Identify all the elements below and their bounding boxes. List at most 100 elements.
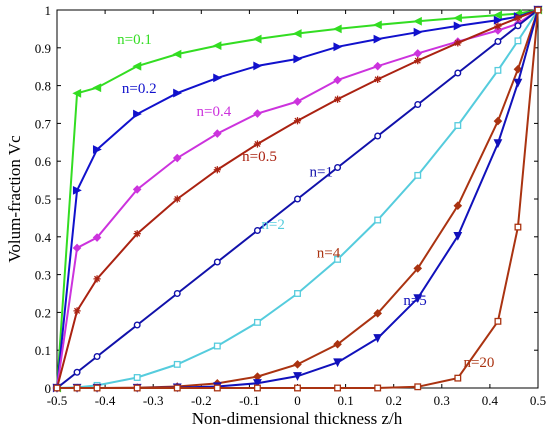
data-point [213, 342, 221, 350]
data-point [493, 15, 503, 25]
data-point [92, 233, 102, 242]
x-tick-label: -0.3 [143, 393, 164, 408]
data-point [72, 185, 82, 195]
data-point [253, 61, 263, 71]
data-point [373, 334, 383, 343]
x-tick-label: 0.2 [386, 393, 402, 408]
x-tick-label: 0.1 [337, 393, 353, 408]
data-point [132, 61, 142, 71]
curve-label: n=0.5 [242, 149, 277, 165]
data-point [213, 73, 223, 83]
x-tick-label: 0.3 [434, 393, 450, 408]
data-point [253, 226, 261, 234]
y-axis-label: Volum-fraction Vc [5, 135, 24, 263]
data-point [292, 29, 302, 38]
data-point [72, 88, 82, 98]
x-tick-label: 0 [294, 393, 301, 408]
data-point [252, 34, 262, 44]
data-point [513, 64, 523, 74]
data-point [253, 318, 261, 326]
data-point [213, 384, 221, 392]
data-point [494, 317, 502, 325]
data-point [374, 75, 382, 83]
curve-label: n=0.2 [122, 81, 157, 97]
data-point [514, 37, 522, 45]
data-point [333, 339, 342, 349]
data-point [212, 41, 222, 51]
y-tick-label: 0 [45, 381, 52, 396]
data-point [173, 195, 181, 203]
x-tick-label: 0.4 [482, 393, 499, 408]
data-point [372, 20, 382, 30]
y-tick-label: 0.7 [35, 116, 52, 131]
series-layer [52, 5, 543, 393]
data-point [133, 109, 142, 119]
data-point [413, 294, 423, 304]
data-point [213, 129, 222, 138]
y-axis: 0 0.1 0.2 0.3 0.4 0.5 0.6 0.7 0.8 0.9 1 [35, 3, 538, 396]
x-tick-label: -0.2 [191, 393, 212, 408]
data-point [133, 384, 141, 392]
series-n=1 [53, 6, 542, 392]
curve-label: n=0.1 [117, 32, 152, 48]
x-tick-label: -0.1 [239, 393, 260, 408]
data-point [334, 384, 342, 392]
curve-label: n=2 [261, 217, 284, 233]
curve-label: n=20 [463, 355, 494, 371]
data-point [534, 6, 542, 14]
data-point [514, 223, 522, 231]
data-point [93, 353, 101, 361]
data-point [294, 384, 301, 392]
data-point [513, 78, 523, 88]
data-point [172, 49, 182, 59]
data-point [514, 14, 522, 22]
curve-label: n=0.4 [196, 104, 231, 120]
data-point [213, 258, 221, 266]
data-point [374, 132, 382, 140]
y-tick-label: 0.8 [35, 79, 51, 94]
data-point [453, 201, 463, 210]
data-point [374, 384, 382, 392]
data-point [414, 57, 422, 65]
y-tick-label: 0.9 [35, 41, 51, 56]
y-tick-label: 0.6 [35, 154, 52, 169]
data-point [414, 383, 422, 391]
curve-label: n=4 [317, 246, 341, 262]
data-point [332, 24, 342, 34]
data-point [333, 75, 342, 85]
data-point [73, 307, 81, 315]
data-point [53, 384, 61, 392]
data-point [73, 368, 81, 376]
data-point [92, 83, 102, 93]
data-point [494, 37, 502, 45]
data-point [253, 379, 262, 388]
data-point [414, 171, 422, 179]
data-point [494, 22, 502, 30]
data-point [493, 116, 503, 126]
data-point [453, 21, 463, 31]
data-point [493, 139, 503, 149]
data-point [374, 216, 382, 224]
data-point [454, 39, 462, 47]
data-point [493, 26, 503, 35]
data-point [294, 290, 301, 297]
y-tick-label: 0.2 [35, 305, 51, 320]
data-point [493, 10, 503, 20]
data-point [293, 372, 302, 381]
data-point [333, 95, 342, 103]
curve-label: n=5 [403, 293, 426, 309]
data-point [373, 61, 382, 71]
data-point [132, 185, 142, 194]
x-tick-label: -0.4 [95, 393, 116, 408]
data-point [293, 360, 302, 369]
y-tick-label: 1 [45, 3, 52, 18]
data-point [453, 13, 462, 23]
curve-label: n=1 [310, 164, 333, 180]
data-point [413, 16, 422, 26]
data-point [373, 34, 383, 44]
data-point [333, 42, 343, 52]
series-n=20 [53, 6, 542, 392]
data-point [334, 255, 342, 263]
data-point [293, 97, 302, 106]
